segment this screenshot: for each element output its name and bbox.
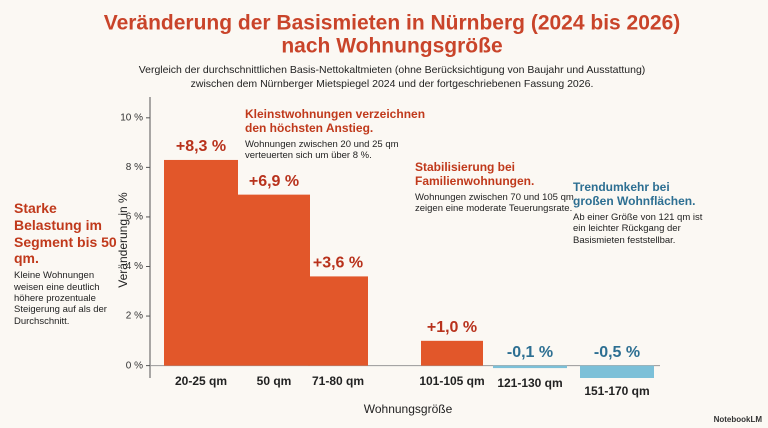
annotation-title: Stabilisierung bei Familienwohnungen.	[415, 160, 535, 189]
subtitle: zwischen dem Nürnberger Mietspiegel 2024…	[191, 78, 594, 90]
annotation-title: Kleinstwohnungen verzeichnen den höchste…	[245, 107, 426, 136]
value-label: +6,9 %	[249, 173, 299, 190]
annotation-text: Wohnungen zwischen 20 und 25 qm verteuer…	[245, 138, 399, 162]
chart-title: Veränderung der Basismieten in Nürnberg …	[104, 12, 681, 35]
x-tick-label: 121-130 qm	[497, 376, 562, 390]
annotation-text: Wohnungen zwischen 70 und 105 qm zeigen …	[415, 191, 574, 215]
x-tick-label: 50 qm	[257, 374, 292, 388]
annotation: Stabilisierung bei Familienwohnungen. Woh…	[415, 160, 575, 215]
x-tick-label: 71-80 qm	[312, 374, 364, 388]
y-tick-label: 10 %	[120, 112, 143, 123]
value-label: -0,5 %	[594, 344, 640, 361]
annotation: Kleinstwohnungen verzeichnen den höchste…	[245, 107, 445, 162]
bar	[164, 159, 238, 366]
y-tick-label: 6 %	[126, 212, 143, 223]
y-tick-label: 0 %	[126, 360, 143, 371]
annotation-title: Starke Belastung im Segment bis 50 qm.	[14, 200, 117, 267]
bar	[421, 340, 483, 366]
bar	[580, 365, 654, 378]
y-axis-label: Veränderung in %	[116, 192, 130, 288]
annotation-text: Kleine Wohnungen weisen eine deutlich hö…	[14, 270, 107, 327]
bar	[308, 276, 368, 366]
credit: NotebookLM	[714, 415, 763, 424]
bar	[238, 194, 310, 366]
value-label: -0,1 %	[507, 344, 553, 361]
annotation-text: Ab einer Größe von 121 qm ist ein leicht…	[573, 211, 703, 246]
x-tick-label: 151-170 qm	[584, 384, 649, 398]
annotation: Starke Belastung im Segment bis 50 qm. Kl…	[14, 200, 126, 327]
value-label: +8,3 %	[176, 138, 226, 155]
x-axis-label: Wohnungsgröße	[364, 402, 453, 416]
y-tick-label: 8 %	[126, 162, 143, 173]
subtitle: Vergleich der durchschnittlichen Basis-N…	[139, 64, 646, 76]
annotation-title: Trendumkehr bei großen Wohnflächen.	[573, 180, 696, 209]
x-tick-label: 20-25 qm	[175, 374, 227, 388]
value-label: +3,6 %	[313, 255, 363, 272]
chart-title: nach Wohnungsgröße	[281, 35, 502, 58]
y-tick-label: 4 %	[126, 261, 143, 272]
x-tick-label: 101-105 qm	[419, 374, 484, 388]
y-tick-label: 2 %	[126, 311, 143, 322]
value-label: +1,0 %	[427, 319, 477, 336]
bar	[493, 365, 567, 369]
annotation: Trendumkehr bei großen Wohnflächen. Ab ei…	[573, 180, 703, 246]
